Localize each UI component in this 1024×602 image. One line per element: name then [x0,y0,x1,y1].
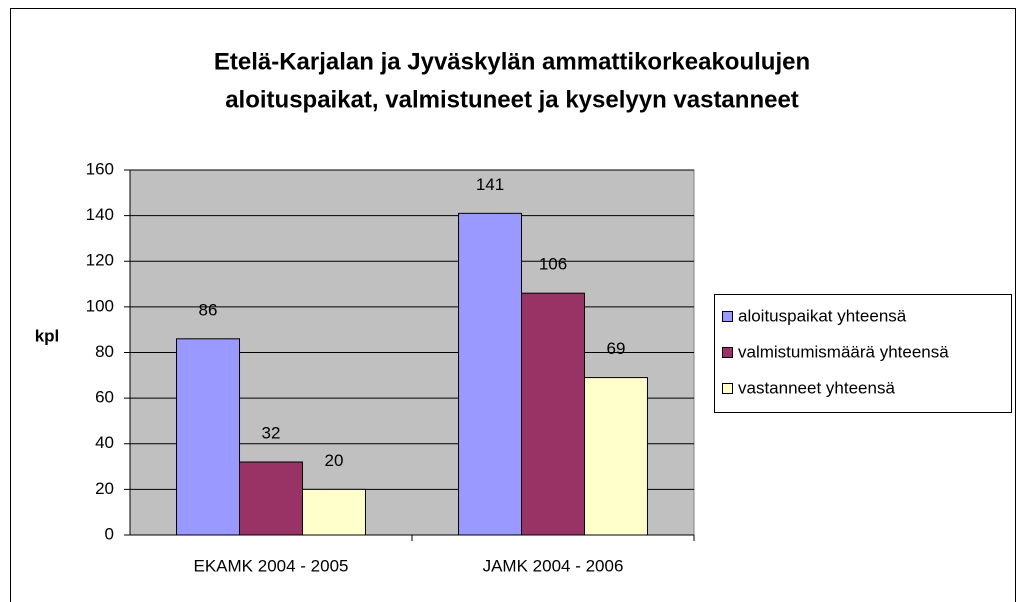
y-tick-label: 100 [86,296,114,315]
y-tick-label: 40 [95,433,114,452]
y-tick-label: 20 [95,479,114,498]
y-axis-label: kpl [35,326,60,345]
data-label: 141 [476,175,504,194]
bar [176,338,241,536]
x-tick-label: EKAMK 2004 - 2005 [194,556,349,575]
legend-label: vastanneet yhteensä [738,378,895,397]
x-tick-label: JAMK 2004 - 2006 [483,556,624,575]
y-tick-label: 60 [95,388,114,407]
legend-swatch [722,311,733,322]
bar [239,461,303,536]
legend-swatch [722,383,733,394]
legend-label: valmistumismäärä yhteensä [738,342,949,361]
y-tick-label: 80 [95,342,114,361]
chart-title: aloituspaikat, valmistuneet ja kyselyyn … [225,86,799,113]
y-tick-label: 0 [105,524,114,543]
bar [521,292,585,536]
bar [458,212,523,536]
legend [714,294,1012,413]
bar [301,488,366,536]
y-tick-label: 140 [86,205,114,224]
data-label: 69 [607,339,626,358]
y-tick-label: 120 [86,251,114,270]
legend-swatch [722,347,733,358]
y-tick-label: 160 [86,159,114,178]
data-label: 106 [539,255,567,274]
chart-title: Etelä-Karjalan ja Jyväskylän ammattikork… [214,48,810,75]
data-label: 32 [262,423,281,442]
data-label: 86 [199,300,218,319]
bar [583,377,648,536]
data-label: 20 [325,451,344,470]
legend-label: aloituspaikat yhteensä [738,306,907,325]
